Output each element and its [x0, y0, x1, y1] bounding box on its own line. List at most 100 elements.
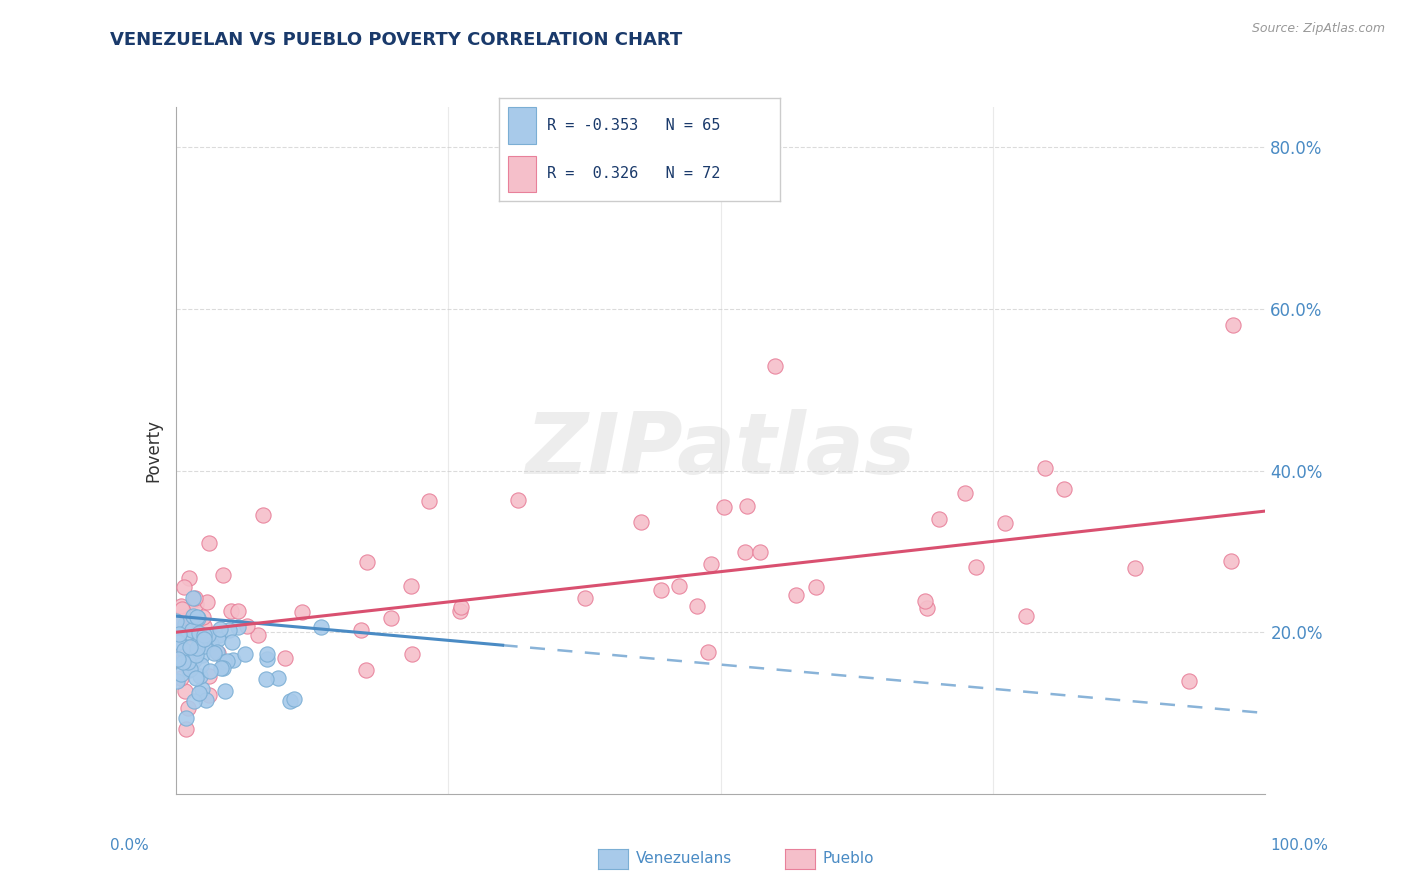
Point: [184, 648, 207, 663]
Point: [172, 602, 194, 616]
Point: [181, 624, 204, 638]
Point: [208, 627, 231, 641]
Point: [630, 515, 652, 529]
Point: [188, 669, 211, 683]
Point: [183, 609, 205, 624]
Point: [191, 648, 214, 662]
Point: [193, 632, 215, 647]
Point: [184, 593, 207, 607]
Point: [194, 637, 217, 651]
Point: [174, 723, 197, 737]
Point: [190, 658, 212, 673]
Point: [928, 512, 950, 526]
Point: [166, 640, 188, 655]
Point: [401, 648, 423, 662]
Point: [914, 593, 936, 607]
Point: [763, 359, 786, 373]
Text: 100.0%: 100.0%: [1271, 838, 1329, 853]
Point: [685, 599, 707, 614]
Point: [207, 632, 229, 647]
Point: [917, 601, 939, 615]
Point: [183, 653, 205, 667]
Point: [697, 645, 720, 659]
Point: [177, 655, 200, 669]
Text: VENEZUELAN VS PUEBLO POVERTY CORRELATION CHART: VENEZUELAN VS PUEBLO POVERTY CORRELATION…: [110, 31, 682, 49]
Point: [212, 661, 235, 675]
Point: [1178, 673, 1201, 688]
Point: [198, 665, 221, 679]
Point: [418, 494, 440, 508]
Point: [450, 600, 472, 615]
Point: [226, 604, 249, 618]
Point: [195, 692, 218, 706]
Point: [655, 181, 678, 195]
Point: [173, 580, 195, 594]
Point: [179, 663, 201, 677]
Point: [267, 671, 290, 685]
Point: [191, 682, 214, 697]
Text: ZIPatlas: ZIPatlas: [526, 409, 915, 492]
Point: [186, 640, 208, 655]
Point: [193, 639, 215, 653]
Point: [256, 647, 278, 661]
Point: [226, 620, 249, 634]
Point: [399, 579, 422, 593]
Point: [449, 604, 471, 618]
Point: [170, 599, 193, 613]
Point: [1123, 560, 1146, 574]
Point: [247, 628, 270, 642]
Text: R =  0.326   N = 72: R = 0.326 N = 72: [547, 166, 720, 180]
Point: [219, 604, 242, 618]
Point: [170, 671, 193, 685]
Point: [205, 645, 228, 659]
Point: [212, 568, 235, 582]
Point: [311, 620, 333, 634]
Text: Source: ZipAtlas.com: Source: ZipAtlas.com: [1251, 22, 1385, 36]
Point: [748, 545, 770, 559]
Point: [785, 588, 807, 602]
Text: Venezuelans: Venezuelans: [636, 852, 731, 866]
Point: [256, 652, 278, 666]
Point: [218, 623, 240, 637]
Bar: [508, 155, 536, 193]
Text: R = -0.353   N = 65: R = -0.353 N = 65: [547, 119, 720, 133]
Point: [278, 694, 301, 708]
Point: [207, 646, 229, 660]
Point: [177, 701, 200, 715]
Point: [176, 624, 198, 639]
Point: [173, 609, 195, 624]
Point: [187, 686, 209, 700]
Point: [965, 560, 987, 574]
Point: [174, 711, 197, 725]
Point: [994, 516, 1017, 531]
Point: [186, 671, 208, 685]
Point: [180, 657, 202, 671]
Point: [955, 485, 977, 500]
Point: [169, 627, 191, 641]
Point: [208, 622, 231, 636]
Point: [167, 628, 190, 642]
Point: [183, 693, 205, 707]
Point: [713, 500, 735, 514]
Point: [180, 622, 202, 636]
Point: [202, 646, 225, 660]
Point: [179, 571, 201, 585]
Point: [179, 640, 201, 654]
Point: [177, 663, 200, 677]
Bar: [508, 107, 536, 145]
Point: [195, 595, 218, 609]
Point: [179, 613, 201, 627]
Point: [174, 616, 197, 631]
Point: [174, 683, 197, 698]
Point: [172, 655, 194, 669]
Y-axis label: Poverty: Poverty: [145, 419, 163, 482]
Point: [200, 637, 222, 651]
Point: [804, 580, 827, 594]
Point: [737, 499, 759, 513]
Point: [166, 616, 188, 631]
Point: [574, 591, 596, 605]
Point: [506, 493, 529, 508]
Point: [197, 688, 219, 702]
Point: [190, 634, 212, 648]
Point: [1053, 482, 1076, 496]
